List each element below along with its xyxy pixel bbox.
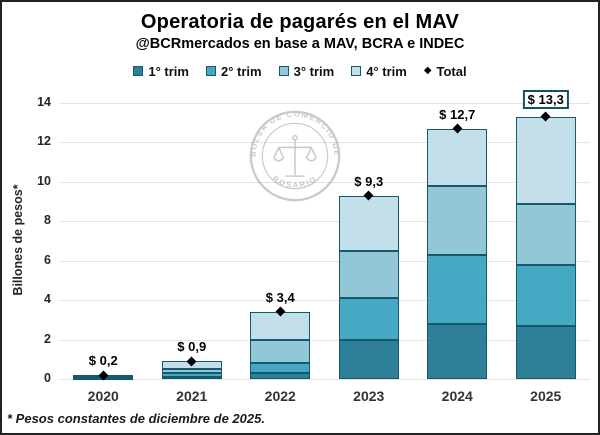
gridline-y-10 — [59, 181, 590, 183]
gridline-y-6 — [59, 260, 590, 262]
bar-2024-segment-3trim — [427, 185, 488, 255]
y-tick-label-12: 12 — [37, 134, 51, 149]
legend-item-total: ◆ Total — [424, 64, 467, 79]
gridline-y-14 — [59, 103, 590, 104]
bar-2024-segment-1trim — [427, 323, 488, 379]
total-label-2021: $ 0,9 — [177, 339, 207, 355]
y-tick-label-6: 6 — [44, 252, 51, 267]
bar-2023-segment-4trim — [338, 195, 399, 251]
legend-item-3-trim: 3° trim — [278, 63, 335, 79]
legend-item-1-trim: 1° trim — [133, 64, 189, 79]
bar-2022-segment-2trim — [250, 363, 311, 374]
legend-label: 4° trim — [366, 63, 407, 79]
y-tick-label-14: 14 — [37, 95, 51, 109]
gridline-y-4 — [59, 300, 590, 302]
bar-2025-segment-4trim — [515, 116, 576, 204]
legend: 1° trim 2° trim 3° trim 4° trim ◆ Total — [2, 62, 598, 80]
x-tick-label-2025: 2025 — [530, 388, 562, 404]
bar-2025-segment-1trim — [515, 325, 576, 379]
total-label-2024: $ 12,7 — [439, 106, 476, 122]
x-tick-label-2020: 2020 — [87, 388, 119, 404]
x-tick-label-2023: 2023 — [353, 388, 385, 404]
total-label-2020: $ 0,2 — [88, 353, 118, 369]
x-tick-label-2021: 2021 — [176, 388, 208, 404]
bar-2023-segment-3trim — [338, 250, 399, 299]
bar-2023-segment-1trim — [338, 339, 399, 379]
legend-swatch — [351, 66, 362, 76]
y-tick-label-0: 0 — [44, 371, 51, 385]
total-label-2022: $ 3,4 — [265, 289, 295, 305]
legend-label: 3° trim — [293, 63, 335, 79]
bar-2022-segment-3trim — [250, 339, 311, 364]
chart-subtitle: @BCRmercados en base a MAV, BCRA e INDEC — [135, 36, 465, 52]
total-label-2023: $ 9,3 — [354, 173, 384, 189]
legend-label: 2° trim — [220, 63, 262, 79]
bar-2024-segment-2trim — [427, 254, 488, 324]
bolsa-comercio-rosario-seal-watermark: BOLSA DE COMERCIO DE ROSARIO — [249, 109, 341, 202]
legend-swatch — [205, 66, 216, 76]
bar-2021-segment-3trim — [161, 369, 222, 374]
caduceus-scales-icon — [273, 134, 317, 177]
legend-item-2-trim: 2° trim — [205, 63, 262, 79]
x-tick-label-2024: 2024 — [441, 388, 473, 404]
y-tick-label-2: 2 — [44, 331, 51, 346]
legend-label: 1° trim — [148, 63, 189, 79]
gridline-y-0 — [59, 379, 590, 380]
total-diamond-icon: ◆ — [423, 65, 432, 76]
legend-swatch — [278, 66, 289, 76]
bar-2021-segment-2trim — [161, 373, 222, 378]
bar-2025-segment-2trim — [515, 264, 576, 326]
bar-2022-segment-1trim — [250, 373, 311, 379]
bar-2024-segment-4trim — [427, 128, 488, 186]
footnote: * Pesos constantes de diciembre de 2025. — [7, 411, 265, 426]
bar-2021-segment-1trim — [161, 377, 222, 380]
y-tick-label-4: 4 — [44, 292, 51, 307]
y-tick-label-8: 8 — [44, 213, 51, 228]
y-tick-label-10: 10 — [37, 173, 51, 188]
legend-item-4-trim: 4° trim — [351, 64, 407, 79]
bar-2023-segment-2trim — [338, 298, 399, 340]
x-tick-label-2022: 2022 — [264, 388, 296, 404]
chart-title: Operatoria de pagarés en el MAV — [140, 11, 460, 33]
legend-swatch — [133, 66, 144, 76]
gridline-y-8 — [59, 221, 590, 223]
bar-2025-segment-3trim — [515, 203, 576, 265]
legend-label: Total — [436, 63, 467, 79]
gridline-y-2 — [59, 339, 590, 341]
total-label-2025: $ 13,3 — [522, 89, 569, 109]
